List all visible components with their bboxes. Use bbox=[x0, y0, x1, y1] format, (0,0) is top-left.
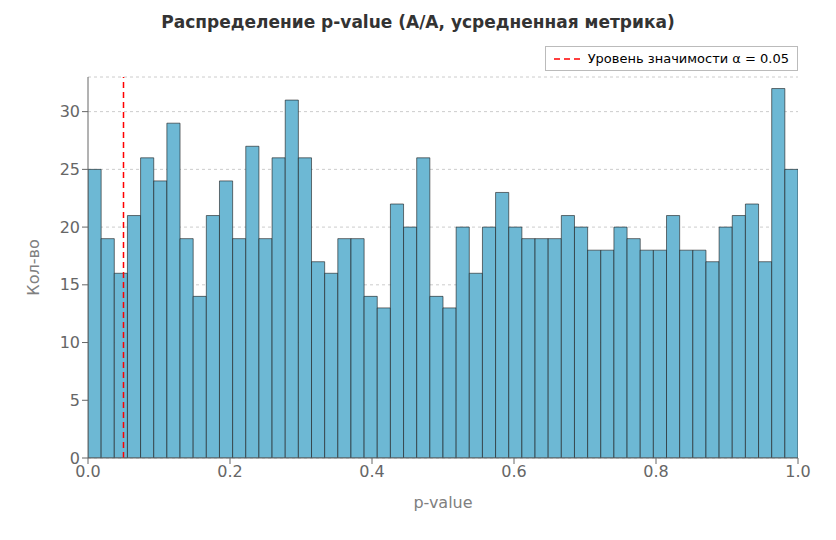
svg-text:25: 25 bbox=[60, 160, 80, 179]
svg-text:10: 10 bbox=[60, 333, 80, 352]
svg-text:5: 5 bbox=[70, 391, 80, 410]
svg-text:0: 0 bbox=[70, 449, 80, 468]
svg-text:0.0: 0.0 bbox=[75, 462, 101, 482]
svg-text:1.0: 1.0 bbox=[785, 462, 810, 481]
svg-text:0.2: 0.2 bbox=[217, 462, 242, 481]
svg-text:0.4: 0.4 bbox=[359, 462, 384, 481]
html-text:Распределение p-value (А/А, ус: Распределение p-value (А/А, усредненная … bbox=[161, 12, 675, 32]
svg-text:30: 30 bbox=[60, 102, 80, 121]
svg-text:15: 15 bbox=[60, 275, 80, 294]
svg-text:Кол-во: Кол-во bbox=[24, 239, 43, 295]
svg-text:0.6: 0.6 bbox=[501, 462, 526, 481]
html-text:Уровень значимости α = 0.05: Уровень значимости α = 0.05 bbox=[587, 51, 789, 66]
svg-text:0.8: 0.8 bbox=[643, 462, 668, 481]
svg-text:20: 20 bbox=[60, 218, 80, 237]
svg-text:p-value: p-value bbox=[413, 493, 472, 512]
